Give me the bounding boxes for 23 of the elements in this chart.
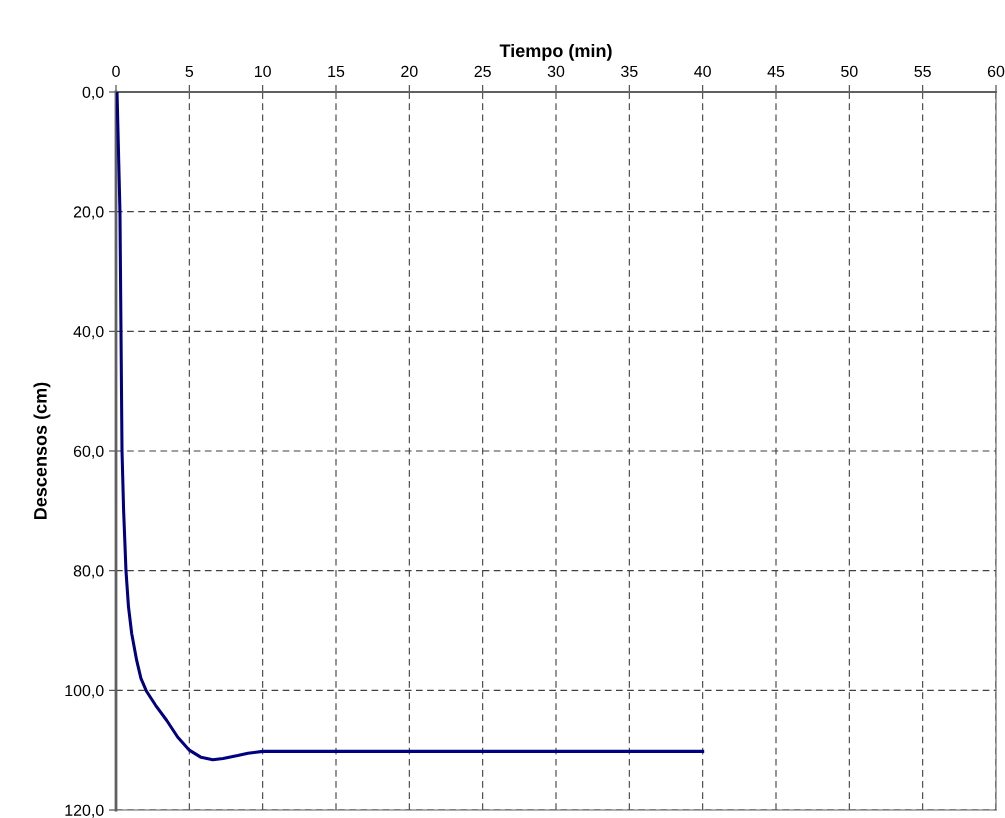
x-tick-label: 0 <box>112 65 120 78</box>
x-axis-title: Tiempo (min) <box>499 43 612 61</box>
line-series <box>116 92 705 762</box>
x-tick-label: 10 <box>255 65 271 78</box>
y-axis-title: Descensos (cm) <box>33 382 51 520</box>
x-tick-label: 55 <box>914 65 931 78</box>
x-tick-label: 25 <box>474 65 491 78</box>
y-tick-label: 80,0 <box>73 565 104 579</box>
y-tick-label: 0,0 <box>82 86 104 100</box>
x-tick-label: 30 <box>547 65 565 78</box>
x-tick-label: 15 <box>328 65 345 78</box>
x-tick-label: 45 <box>767 65 785 78</box>
x-tick-label: 60 <box>987 65 1005 78</box>
x-tick-label: 5 <box>185 65 194 78</box>
x-tick-label: 50 <box>841 65 858 78</box>
x-tick-label: 35 <box>621 65 638 78</box>
x-tick-label: 40 <box>694 65 711 78</box>
y-tick-label: 40,0 <box>73 325 104 340</box>
x-tick-label: 20 <box>401 65 418 78</box>
y-tick-label: 20,0 <box>73 206 104 220</box>
y-tick-label: 60,0 <box>73 445 104 459</box>
y-tick-label: 100,0 <box>65 684 104 699</box>
y-tick-label: 120,0 <box>65 804 104 818</box>
